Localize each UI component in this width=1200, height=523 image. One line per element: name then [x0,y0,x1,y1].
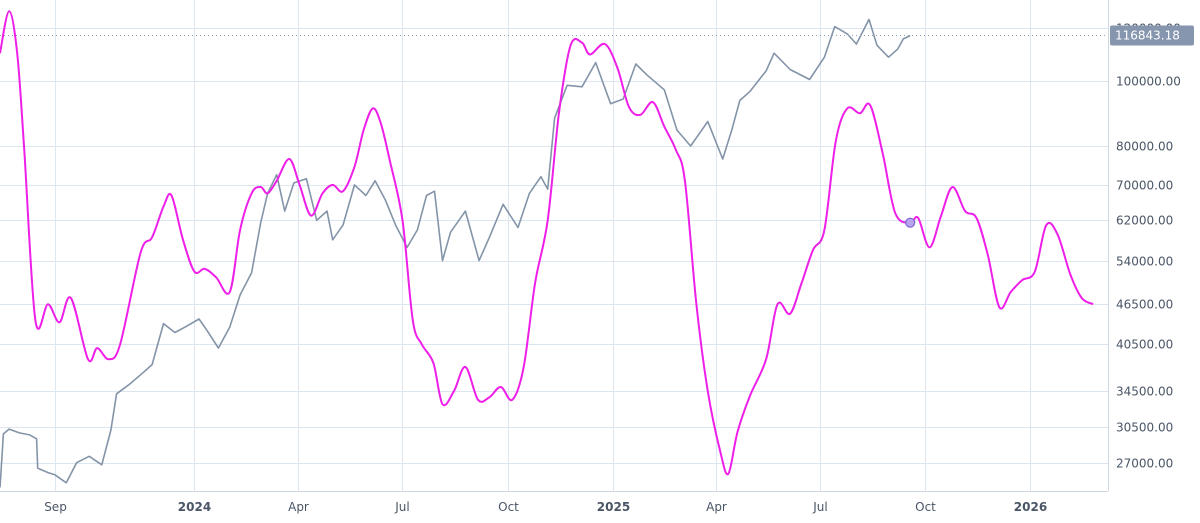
x-tick-label: 2024 [178,500,211,514]
time-axis[interactable]: Sep 2024 Apr Jul Oct 2025 Apr Jul Oct 2026 [44,500,1047,514]
y-tick-label: 46500.00 [1116,298,1173,312]
grid [0,0,1108,491]
price-series-line [0,18,911,488]
x-tick-label: Oct [498,500,519,514]
series-end-marker [905,217,916,228]
last-price-label: 116843.18 [1115,29,1180,43]
y-tick-label: 30500.00 [1116,421,1173,435]
y-tick-label: 40500.00 [1116,338,1173,352]
x-tick-label: Apr [288,500,309,514]
x-tick-label: 2026 [1014,500,1047,514]
series-layer [0,10,1094,488]
y-tick-label: 80000.00 [1116,140,1173,154]
x-tick-label: Oct [915,500,936,514]
x-tick-label: 2025 [597,500,630,514]
y-tick-label: 70000.00 [1116,179,1173,193]
marker-layer [905,217,916,228]
y-tick-label: 27000.00 [1116,457,1173,471]
y-tick-label: 100000.00 [1116,75,1181,89]
y-tick-label: 34500.00 [1116,385,1173,399]
x-tick-label: Jul [394,500,409,514]
secondary-series-line [0,10,1094,476]
y-tick-label: 62000.00 [1116,214,1173,228]
y-tick-label: 54000.00 [1116,255,1173,269]
x-tick-label: Sep [44,500,67,514]
x-tick-label: Jul [812,500,827,514]
last-price-badge: 116843.18 [1110,25,1194,46]
price-axis[interactable]: 120000.00100000.0080000.0070000.0062000.… [1116,22,1181,471]
x-tick-label: Apr [706,500,727,514]
